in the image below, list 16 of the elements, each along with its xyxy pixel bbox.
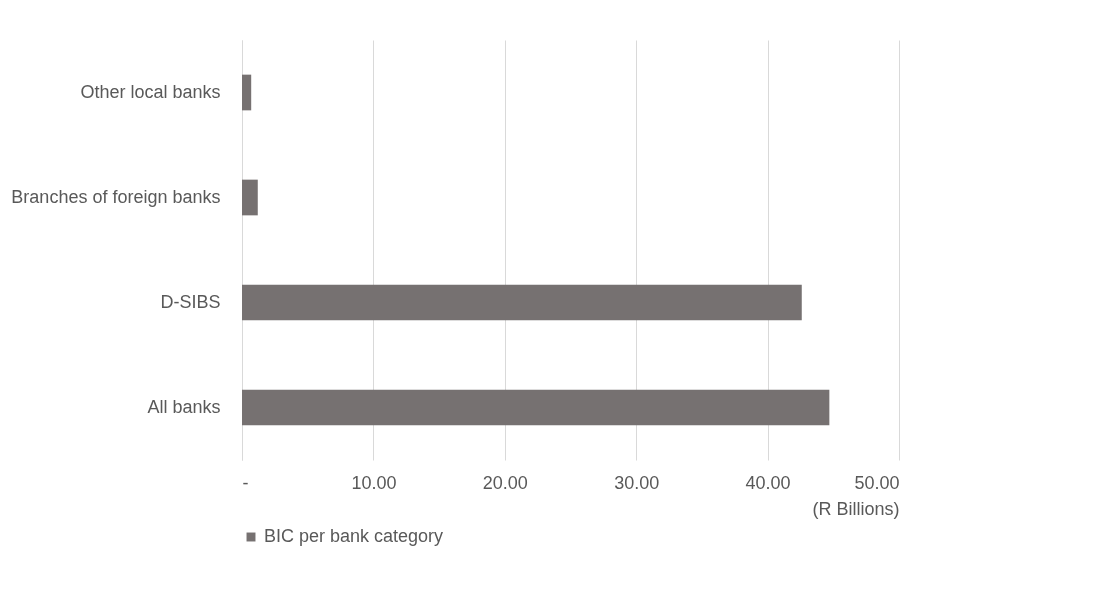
y-tick-label: All banks (147, 396, 221, 417)
y-tick-label: Other local banks (80, 81, 221, 102)
bar (242, 74, 252, 111)
bar (242, 179, 258, 216)
x-tick-label: 40.00 (745, 472, 791, 493)
y-tick-label: D-SIBS (160, 291, 221, 312)
x-tick-label: 30.00 (614, 472, 660, 493)
x-axis-title: (R Billions) (812, 498, 900, 519)
x-tick-label: 50.00 (854, 472, 900, 493)
x-tick-label: 10.00 (351, 472, 397, 493)
y-tick-label: Branches of foreign banks (11, 186, 221, 207)
bar (242, 389, 830, 426)
x-tick-label: - (242, 472, 249, 493)
legend-label: BIC per bank category (264, 526, 444, 546)
x-tick-label: 20.00 (482, 472, 528, 493)
bar (242, 284, 802, 321)
